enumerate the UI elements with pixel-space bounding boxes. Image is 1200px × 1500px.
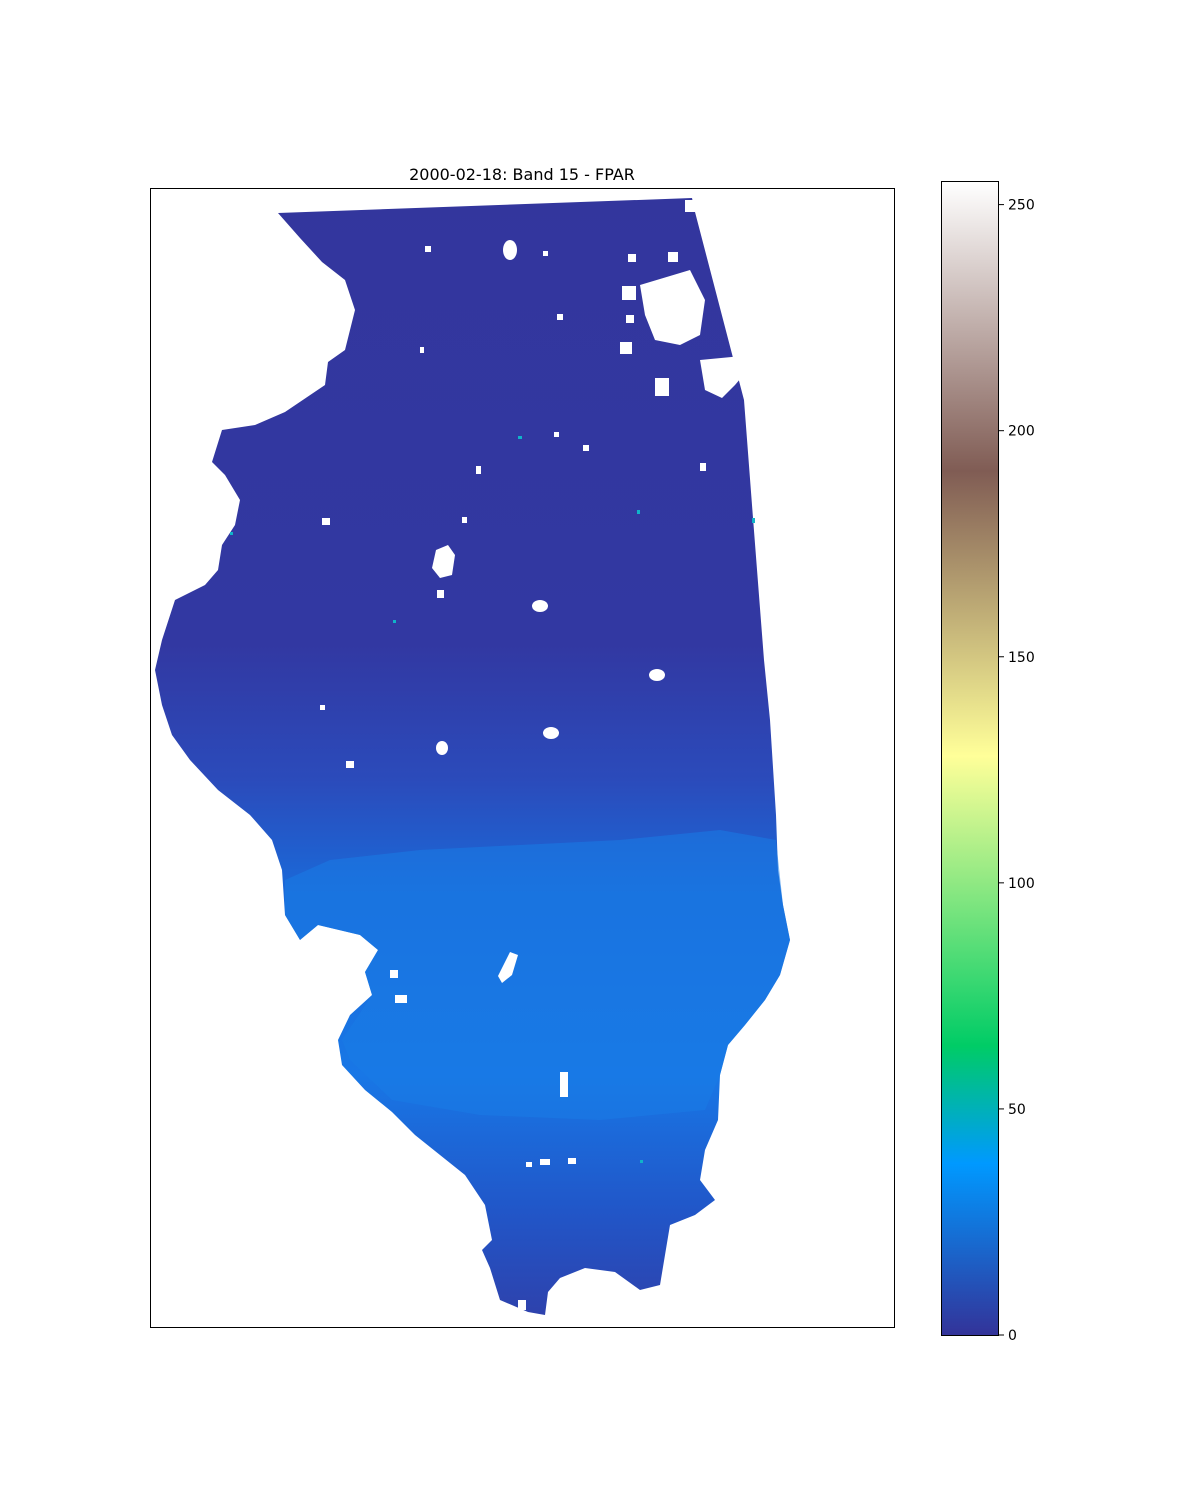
raster-light-band [285,830,790,1120]
colorbar-tick-label-200: 200 [1008,424,1035,440]
chart-title: 2000-02-18: Band 15 - FPAR [409,165,635,184]
colorbar-tick-label-50: 50 [1008,1102,1026,1118]
colorbar-fill [941,181,999,1336]
colorbar: 0 50 100 150 200 250 [941,181,1035,1344]
colorbar-ticks: 0 50 100 150 200 250 [999,198,1035,1344]
colorbar-tick-label-250: 250 [1008,198,1035,214]
fpar-raster [155,198,790,1315]
high-value-speckles [230,436,755,1163]
colorbar-tick-label-100: 100 [1008,876,1035,892]
no-data-patches [320,200,746,1310]
colorbar-tick-label-150: 150 [1008,650,1035,666]
colorbar-tick-label-0: 0 [1008,1328,1017,1344]
